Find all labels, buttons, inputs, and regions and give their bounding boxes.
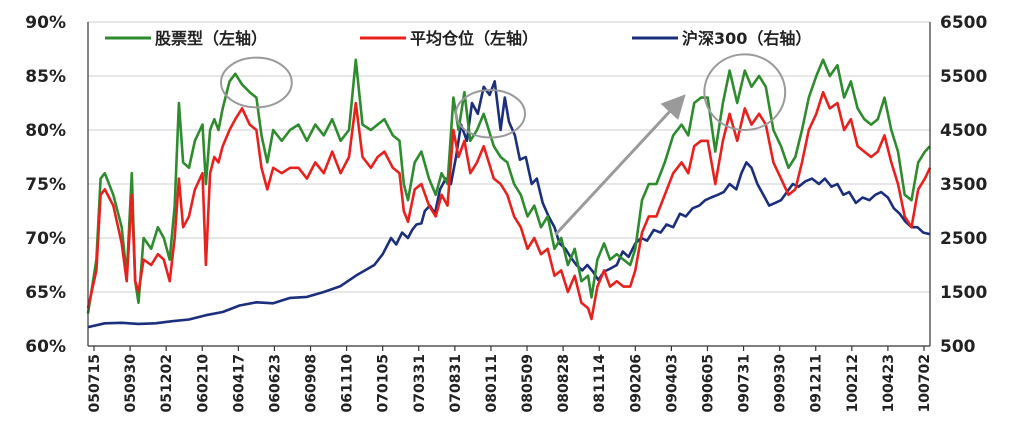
x-tick-label: 060623	[267, 354, 283, 412]
annotations	[220, 53, 787, 236]
y-right-tick-label: 2500	[940, 229, 987, 249]
x-tick-label: 060210	[195, 354, 211, 413]
y-left-tick-label: 80%	[25, 121, 66, 141]
x-tick-label: 080828	[556, 354, 572, 412]
y-left-tick-label: 75%	[25, 175, 66, 195]
y-right-tick-label: 5500	[940, 67, 987, 87]
x-tick-label: 061110	[340, 354, 356, 413]
x-tick-label: 081114	[592, 354, 608, 413]
y-left-tick-label: 85%	[25, 67, 66, 87]
legend-label: 股票型（左轴）	[155, 29, 267, 48]
x-tick-label: 070831	[448, 354, 464, 412]
highlight-ellipse	[703, 53, 787, 131]
y-left-tick-label: 60%	[25, 337, 66, 357]
x-tick-label: 090206	[628, 354, 644, 412]
x-tick-label: 070331	[412, 354, 428, 412]
x-tick-label: 050930	[123, 354, 139, 413]
axes	[87, 22, 931, 347]
x-tick-label: 070105	[376, 354, 392, 412]
legend: 股票型（左轴） 平均仓位（左轴） 沪深300（右轴）	[105, 29, 811, 48]
y-left-tick-label: 65%	[25, 283, 66, 303]
legend-label: 平均仓位（左轴）	[410, 29, 538, 48]
legend-label: 沪深300（右轴）	[682, 29, 811, 48]
x-tick-label: 050715	[87, 354, 103, 412]
x-tick-label: 090930	[773, 354, 789, 413]
x-tick-label: 080509	[520, 354, 536, 412]
x-tick-label: 051202	[159, 354, 175, 412]
y-right-tick-label: 1500	[940, 283, 987, 303]
x-tick-label: 060417	[231, 354, 247, 412]
right-axis-ticks: 500 1500 2500 3500 4500 5500 6500	[940, 13, 987, 357]
series-lines	[86, 58, 932, 329]
x-tick-label: 100423	[881, 354, 897, 412]
y-right-tick-label: 3500	[940, 175, 987, 195]
x-tick-label: 091211	[809, 354, 825, 412]
legend-item-1: 平均仓位（左轴）	[360, 29, 538, 48]
y-right-tick-label: 6500	[940, 13, 987, 33]
legend-item-2: 沪深300（右轴）	[632, 29, 811, 48]
series-line-0	[86, 58, 931, 314]
x-tick-label: 090605	[700, 354, 716, 412]
x-tick-label: 100702	[917, 354, 933, 412]
trend-arrow	[554, 94, 686, 236]
series-line-1	[86, 90, 932, 321]
series-line-2	[87, 80, 931, 329]
x-tick-label: 090731	[737, 354, 753, 412]
legend-item-0: 股票型（左轴）	[105, 29, 267, 48]
x-tick-label: 080111	[484, 354, 500, 412]
left-axis-ticks: 60% 65% 70% 75% 80% 85% 90%	[25, 13, 66, 357]
x-tick-label: 060908	[304, 354, 320, 412]
x-tick-label: 100212	[845, 354, 861, 412]
x-axis-ticks: 050715 050930 051202 060210 060417 060623 0609…	[87, 346, 933, 412]
x-tick-label: 090403	[664, 354, 680, 412]
y-left-tick-label: 70%	[25, 229, 66, 249]
y-right-tick-label: 500	[940, 337, 976, 357]
highlight-ellipse	[454, 89, 526, 139]
y-left-tick-label: 90%	[25, 13, 66, 33]
highlight-ellipse	[220, 56, 293, 109]
y-right-tick-label: 4500	[940, 121, 987, 141]
